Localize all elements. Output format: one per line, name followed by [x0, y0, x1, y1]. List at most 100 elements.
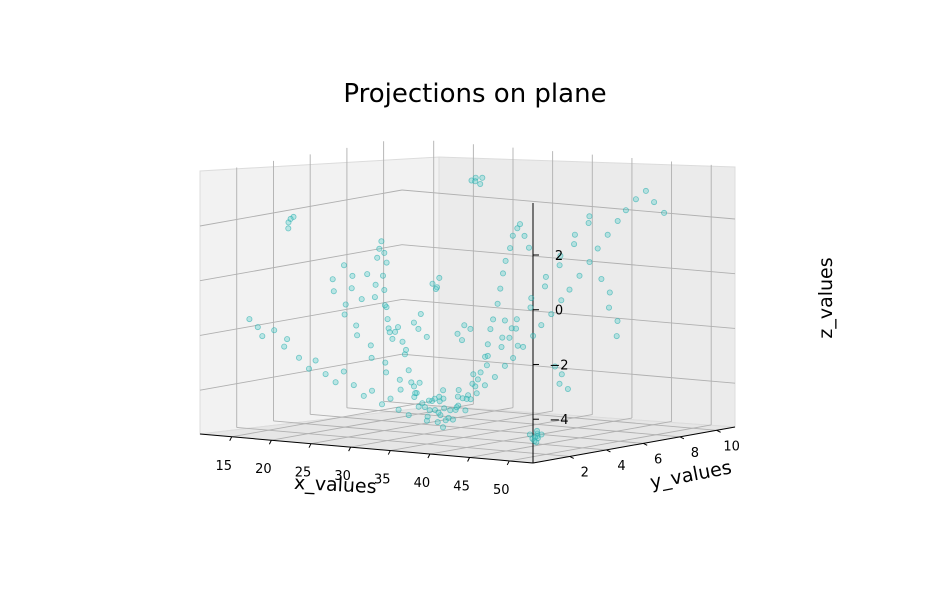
- x-tick-label: 40: [414, 476, 431, 491]
- scatter-point: [462, 407, 469, 414]
- scatter-point: [499, 270, 506, 277]
- scatter-point: [397, 386, 404, 393]
- scatter-point: [498, 343, 505, 350]
- scatter-point: [384, 316, 391, 323]
- scatter-point: [410, 383, 417, 390]
- scatter-point: [367, 342, 374, 349]
- scatter-point: [285, 225, 292, 232]
- z-grid-line: [199, 299, 403, 336]
- scatter-point: [374, 254, 381, 261]
- scatter-point: [271, 327, 278, 334]
- scatter-point: [501, 317, 508, 324]
- scatter-point: [463, 395, 470, 402]
- scatter-point: [494, 300, 501, 307]
- scatter-point: [642, 187, 649, 194]
- z-grid-line: [401, 189, 736, 220]
- scatter-point: [348, 285, 355, 292]
- scatter-point: [312, 357, 319, 364]
- x-tick-label: 50: [493, 483, 510, 498]
- scatter-point: [372, 281, 379, 288]
- scatter-point: [564, 385, 571, 392]
- scatter-point: [396, 376, 403, 383]
- x-tick-label: 45: [453, 479, 470, 494]
- scatter-point: [455, 386, 462, 393]
- scatter-point: [502, 257, 509, 264]
- scatter-point: [501, 362, 508, 369]
- scatter-point: [381, 249, 388, 256]
- scatter-point: [499, 334, 506, 341]
- y-tick-label: 10: [723, 439, 740, 454]
- y-grid-line: [236, 427, 570, 457]
- scatter-point: [514, 342, 521, 349]
- scatter-point: [454, 330, 461, 337]
- y-tick: [606, 449, 611, 453]
- scatter-point: [379, 272, 386, 279]
- scatter-point: [426, 407, 433, 414]
- scatter-point: [332, 379, 339, 386]
- y-tick-label: 8: [691, 446, 699, 461]
- scatter-point: [454, 393, 461, 400]
- scatter-point: [484, 352, 491, 359]
- x-grid-line: [509, 424, 712, 462]
- z-grid-line: [199, 353, 403, 391]
- scatter-point: [350, 382, 357, 389]
- scatter-point: [387, 395, 394, 402]
- x-grid-line: [469, 421, 672, 458]
- scatter-point: [508, 325, 515, 332]
- scatter-point: [517, 221, 524, 228]
- y-tick: [569, 456, 574, 459]
- scatter-point: [507, 245, 514, 252]
- x-grid-line: [429, 417, 633, 455]
- scatter-point: [386, 329, 393, 336]
- scatter-point: [342, 301, 349, 308]
- z-axis-label: z_values: [815, 257, 837, 338]
- scatter-point: [556, 380, 563, 387]
- scatter-point: [490, 316, 497, 323]
- scatter-point: [401, 351, 408, 358]
- scatter-point: [416, 379, 423, 386]
- scatter-point: [586, 213, 593, 220]
- y-tick-label: 4: [617, 459, 625, 474]
- scatter-point: [632, 196, 639, 203]
- scatter-point: [378, 238, 385, 245]
- scatter-point: [474, 376, 481, 383]
- scatter-point: [402, 346, 409, 353]
- z-tick-label: −2: [549, 358, 568, 373]
- scatter-point: [566, 286, 573, 293]
- scatter-point: [421, 404, 428, 411]
- scatter-point: [295, 354, 302, 361]
- scatter-point: [341, 311, 348, 318]
- scatter-point: [481, 382, 488, 389]
- scatter-point: [358, 296, 365, 303]
- scatter-point: [440, 387, 447, 394]
- scatter-point: [651, 199, 658, 206]
- x-tick-label: 25: [295, 466, 312, 481]
- z-tick-label: 2: [555, 249, 563, 264]
- scatter-point: [453, 404, 460, 411]
- scatter-point: [526, 244, 533, 251]
- scatter-point: [604, 231, 611, 238]
- x-tick-label: 20: [255, 462, 272, 477]
- x-axis-line: [199, 433, 534, 464]
- scatter-point: [558, 371, 565, 378]
- scatter-point: [528, 295, 535, 302]
- scatter-point: [472, 178, 479, 185]
- scatter-point: [520, 343, 527, 350]
- scatter-point: [557, 252, 564, 259]
- scatter-point: [491, 373, 498, 380]
- scatter-point: [571, 241, 578, 248]
- scatter-point: [340, 368, 347, 375]
- z-grid-line: [401, 299, 736, 329]
- y-tick: [716, 429, 721, 433]
- scatter-point: [395, 406, 402, 413]
- scatter-point: [586, 258, 593, 265]
- scatter-point: [441, 405, 448, 412]
- x-tick-label: 15: [215, 459, 232, 474]
- scatter-point: [538, 431, 545, 438]
- scatter-point: [530, 332, 537, 339]
- y-grid-line: [383, 400, 717, 431]
- axis-lines: [199, 203, 736, 466]
- scatter-point: [622, 207, 629, 214]
- scatter-point: [585, 219, 592, 226]
- scatter-point: [382, 359, 389, 366]
